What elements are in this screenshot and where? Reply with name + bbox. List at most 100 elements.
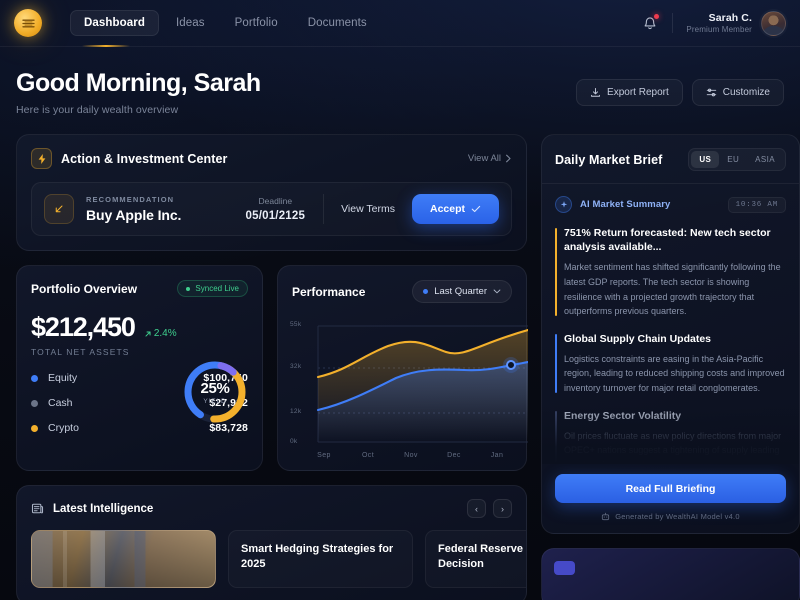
right-column: Daily Market Brief US EU ASIA — [541, 134, 800, 600]
bolt-glyph — [38, 153, 45, 164]
article-thumbnail — [31, 530, 216, 588]
region-tab-eu[interactable]: EU — [727, 155, 740, 164]
chevron-right-icon — [506, 154, 511, 163]
brief-block[interactable]: Global Supply Chain Updates Logistics co… — [555, 332, 786, 396]
performance-chart: 55k 32k 12k 0k Sep Oct Nov Dec Jan — [278, 312, 530, 470]
robot-icon — [602, 512, 610, 521]
bell-icon[interactable] — [641, 14, 660, 32]
accept-label: Accept — [429, 203, 465, 215]
x-axis-tick: Jan — [490, 452, 504, 459]
article-title: Federal Reserve Rate Decision — [438, 543, 526, 570]
carousel-controls: ‹ › — [467, 499, 512, 518]
avatar[interactable] — [761, 10, 786, 36]
nav-item-ideas[interactable]: Ideas — [175, 17, 205, 29]
total-assets-label: TOTAL NET ASSETS — [31, 347, 130, 357]
brief-heading: 751% Return forecasted: New tech sector … — [564, 227, 771, 254]
nav-item-documents[interactable]: Documents — [307, 17, 367, 29]
view-terms-button[interactable]: View Terms — [341, 203, 395, 215]
brief-block[interactable]: 751% Return forecasted: New tech sector … — [555, 226, 786, 319]
range-dot — [423, 289, 429, 294]
dashboard-grid: Action & Investment Center View All — [0, 116, 800, 600]
divider — [672, 13, 674, 33]
greeting-actions: Export Report Customize — [576, 69, 784, 106]
total-assets-row: $212,450 2.4% — [31, 314, 248, 341]
allocation-value: $83,728 — [209, 422, 248, 434]
market-brief-body: AI Market Summary 10:36 AM 751% Return f… — [542, 184, 799, 464]
total-assets-value: $212,450 — [31, 312, 136, 342]
allocation-dot — [31, 374, 38, 382]
x-axis-tick: Dec — [447, 452, 461, 459]
ai-summary-label: AI Market Summary — [580, 199, 671, 210]
region-segmented-control: US EU ASIA — [688, 148, 786, 171]
chevron-right-icon[interactable]: › — [493, 499, 512, 518]
logo-glyph — [21, 19, 35, 27]
list-item[interactable]: Federal Reserve Rate Decision — [425, 530, 526, 588]
action-center-header: Action & Investment Center View All — [31, 148, 512, 169]
timestamp: 10:36 AM — [727, 196, 786, 213]
delta-indicator: 2.4% — [144, 328, 177, 341]
read-full-briefing-button[interactable]: Read Full Briefing — [555, 474, 786, 503]
greeting-text: Good Morning, Sarah Here is your daily w… — [16, 69, 261, 116]
left-column: Action & Investment Center View All — [16, 134, 530, 600]
export-report-button[interactable]: Export Report — [576, 79, 683, 106]
region-tab-asia[interactable]: ASIA — [755, 155, 775, 164]
secondary-panel-card[interactable] — [541, 548, 800, 600]
latest-intelligence-card: Latest Intelligence ‹ › Smart Hedging St… — [16, 485, 527, 600]
customize-button[interactable]: Customize — [691, 79, 784, 106]
lightning-bolt-icon — [31, 148, 52, 169]
x-axis-tick: Sep — [317, 452, 331, 459]
deadline-block: Deadline 05/01/2125 — [246, 196, 324, 222]
range-selector[interactable]: Last Quarter — [412, 280, 512, 303]
ai-summary-row: AI Market Summary 10:36 AM — [555, 196, 786, 213]
greeting-section: Good Morning, Sarah Here is your daily w… — [0, 47, 800, 116]
brief-block[interactable]: Energy Sector Volatility Oil prices fluc… — [555, 409, 786, 464]
market-brief-footer: Read Full Briefing Generated by WealthAI… — [542, 464, 799, 533]
yield-percent: 25% — [200, 379, 230, 397]
divider — [323, 194, 325, 224]
view-all-label: View All — [467, 153, 501, 164]
view-all-link[interactable]: View All — [468, 153, 512, 164]
chevron-down-icon — [493, 289, 501, 294]
overview-row: Portfolio Overview Synced Live $212,450 — [16, 265, 530, 471]
user-role: Premium Member — [686, 25, 752, 34]
allocation-name: Cash — [48, 397, 73, 409]
allocation-name: Crypto — [48, 422, 79, 434]
status-dot — [186, 286, 191, 291]
intelligence-items: Smart Hedging Strategies for 2025 Federa… — [31, 530, 526, 588]
arrow-glyph — [55, 205, 63, 213]
deadline-value: 05/01/2125 — [245, 210, 306, 222]
x-axis-tick: Nov — [404, 452, 418, 459]
recommendation-row: RECOMMENDATION Buy Apple Inc. Deadline 0… — [31, 182, 512, 236]
user-text: Sarah C. Premium Member — [686, 12, 752, 34]
status-badge: Synced Live — [177, 280, 248, 297]
nav-item-dashboard[interactable]: Dashboard — [70, 10, 159, 36]
donut-svg — [184, 361, 246, 423]
accept-button[interactable]: Accept — [411, 194, 499, 224]
chevron-left-icon[interactable]: ‹ — [467, 499, 486, 518]
action-center-title: Action & Investment Center — [61, 151, 228, 166]
donut-center-label: 25% YIELD — [181, 358, 249, 426]
user-menu[interactable]: Sarah C. Premium Member — [686, 10, 786, 36]
nav-item-portfolio[interactable]: Portfolio — [234, 17, 278, 29]
active-tab-underline — [82, 45, 130, 47]
y-axis-tick: 55k — [290, 321, 302, 328]
list-item[interactable] — [31, 530, 216, 588]
performance-chart-svg — [316, 325, 530, 443]
list-item[interactable]: Smart Hedging Strategies for 2025 — [228, 530, 413, 588]
brief-body-text: Logistics constraints are easing in the … — [564, 353, 785, 393]
bell-glyph — [644, 17, 656, 30]
page-title: Good Morning, Sarah — [16, 69, 261, 97]
daily-market-brief-card: Daily Market Brief US EU ASIA — [541, 134, 800, 534]
deadline-label: Deadline — [258, 196, 293, 206]
yield-donut-chart: 25% YIELD — [181, 358, 249, 426]
region-tab-us[interactable]: US — [691, 151, 720, 168]
portfolio-overview-card: Portfolio Overview Synced Live $212,450 — [16, 265, 263, 471]
allocation-dot — [31, 399, 38, 407]
wave-layers-logo[interactable] — [14, 9, 42, 37]
action-investment-center-card: Action & Investment Center View All — [16, 134, 527, 251]
list-item[interactable]: Crypto $83,728 — [31, 422, 248, 434]
performance-card: Performance Last Quarter — [277, 265, 530, 471]
yield-caption: YIELD — [203, 397, 227, 405]
status-badge-label: Synced Live — [195, 284, 239, 293]
